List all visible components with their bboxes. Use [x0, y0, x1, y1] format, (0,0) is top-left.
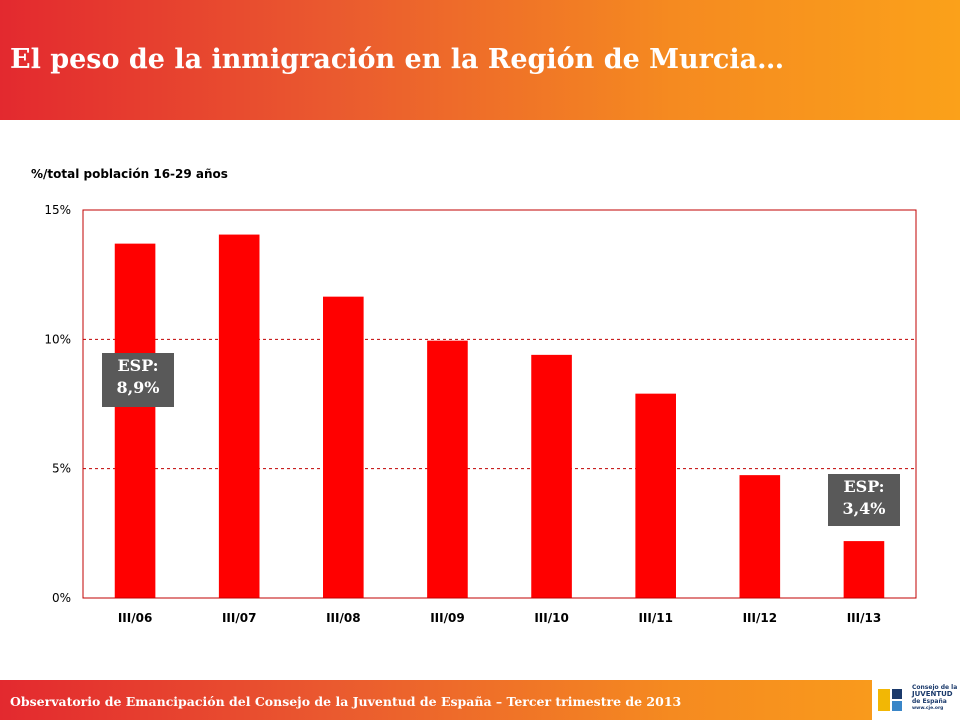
bar-III-07 [218, 234, 260, 598]
bar-III-10 [531, 354, 572, 598]
bar-III-06 [114, 243, 156, 599]
y-tick-label: 10% [44, 332, 71, 346]
x-tick-label: III/09 [430, 611, 464, 625]
x-tick-label: III/06 [118, 611, 152, 625]
bar-III-13 [843, 541, 885, 598]
esp-annotation-label: ESP: [117, 356, 159, 375]
footer-banner: Observatorio de Emancipación del Consejo… [0, 680, 960, 720]
y-tick-label: 5% [52, 462, 71, 476]
page-title: El peso de la inmigración en la Región d… [10, 44, 785, 75]
esp-annotation-2006: ESP: 8,9% [102, 353, 174, 407]
bar-III-11 [635, 393, 676, 598]
plot-frame [82, 209, 917, 599]
esp-annotation-value: 8,9% [116, 378, 160, 397]
x-tick-label: III/12 [743, 611, 777, 625]
x-ticks: III/06 III/07 III/08 III/09 III/10 III/11 III/… [118, 611, 881, 625]
x-tick-label: III/07 [222, 611, 256, 625]
y-tick-label: 0% [52, 591, 71, 605]
esp-annotation-label: ESP: [843, 477, 885, 496]
cje-logo-text: Consejo de la JUVENTUD de España www.cje… [912, 684, 957, 712]
y-ticks: 0% 5% 10% 15% [44, 203, 71, 605]
esp-annotation-2013: ESP: 3,4% [828, 474, 900, 526]
x-tick-label: III/13 [847, 611, 881, 625]
y-axis-title: %/total población 16-29 años [31, 167, 228, 181]
x-tick-label: III/10 [534, 611, 568, 625]
bar-III-08 [323, 296, 364, 598]
cje-logo-mark-icon [878, 689, 902, 711]
logo-line3: de España [912, 698, 947, 705]
x-tick-label: III/11 [638, 611, 672, 625]
logo-line1: Consejo de la [912, 684, 958, 691]
grid-lines [83, 338, 916, 470]
logo-url: www.cje.org [912, 706, 944, 711]
bar-chart: %/total población 16-29 años 0%5%10%15% … [31, 167, 917, 625]
header-banner: El peso de la inmigración en la Región d… [0, 0, 960, 120]
x-tick-label: III/08 [326, 611, 360, 625]
footer-text: Observatorio de Emancipación del Consejo… [10, 694, 682, 709]
esp-annotation-value: 3,4% [842, 499, 886, 518]
bar-III-12 [739, 475, 781, 598]
y-tick-label: 15% [44, 203, 71, 217]
bar-III-09 [427, 340, 468, 598]
bars [114, 234, 885, 599]
logo-line2: JUVENTUD [912, 690, 953, 698]
cje-logo[interactable]: Consejo de la JUVENTUD de España www.cje… [872, 680, 960, 720]
